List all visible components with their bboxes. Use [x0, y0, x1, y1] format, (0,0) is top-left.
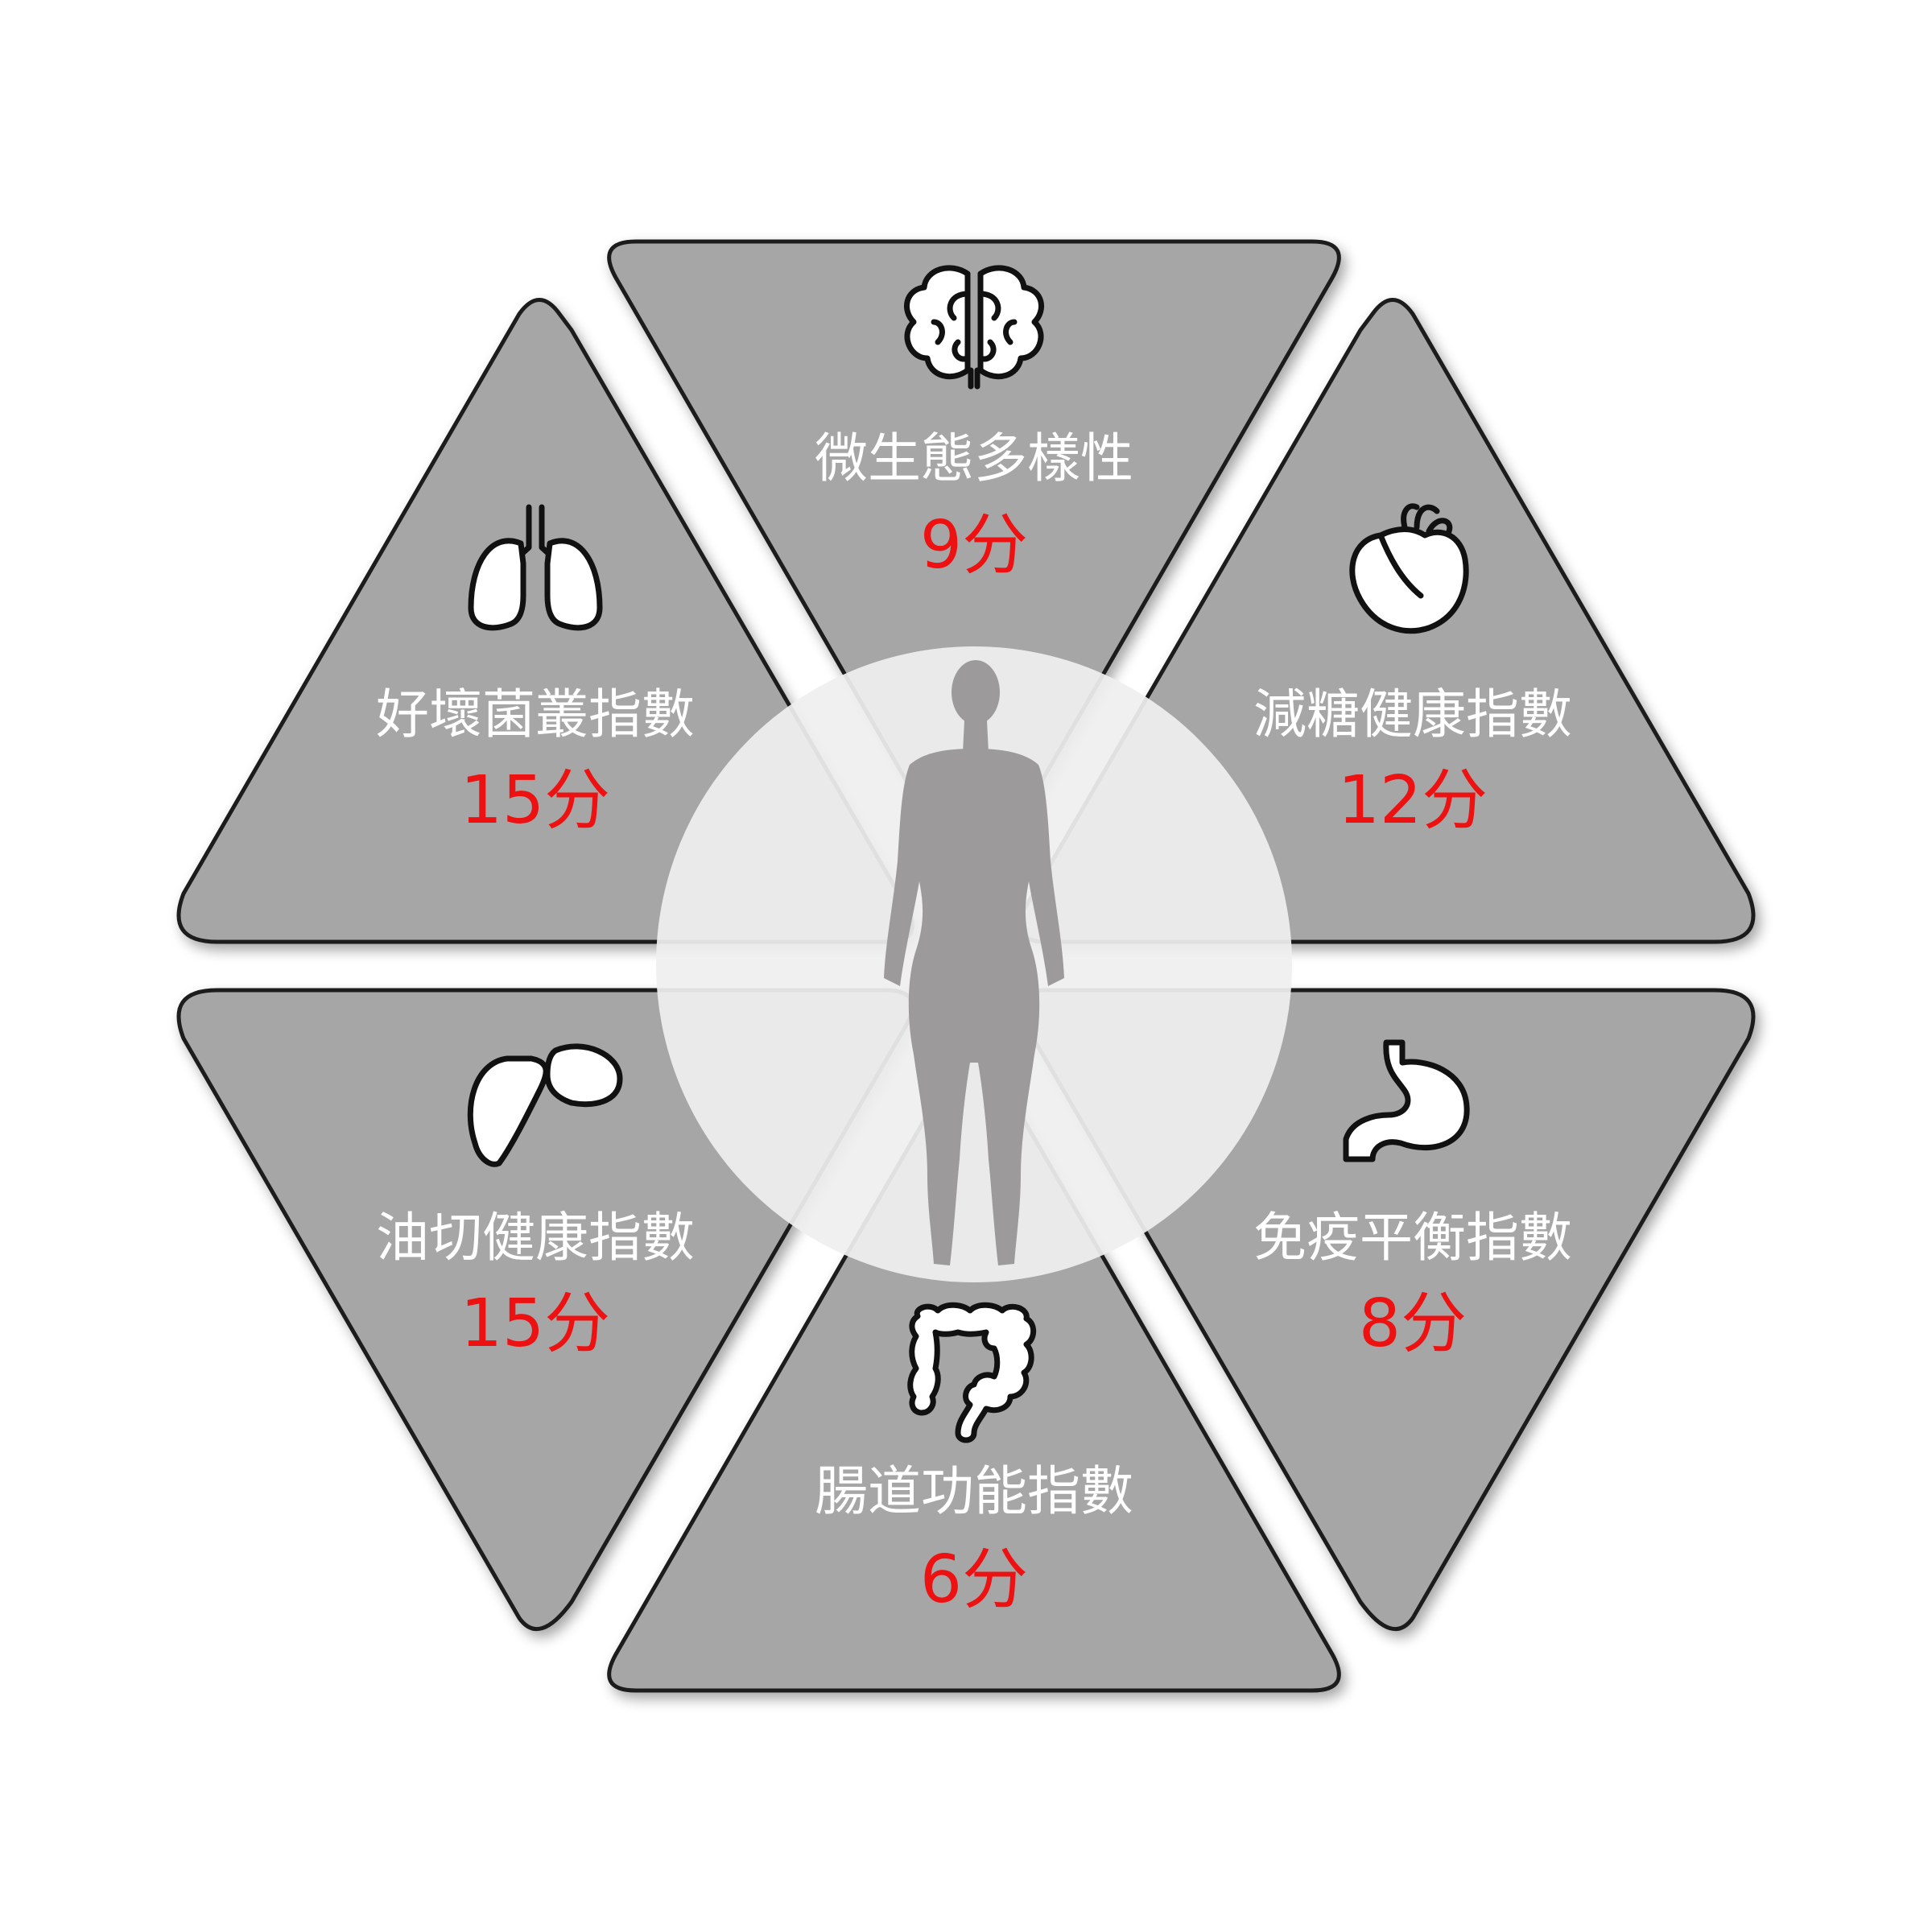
brain-icon [904, 265, 1044, 390]
segment-lower-right-label: 免疫平衡指數 [1253, 1207, 1572, 1269]
liver-icon [467, 1043, 623, 1167]
segment-upper-right-label: 減糖健康指數 [1253, 683, 1572, 745]
heart-icon [1349, 503, 1469, 634]
segment-lower-left-score: 15分 [460, 1286, 610, 1362]
center-hub [656, 646, 1292, 1282]
human-body-icon [884, 660, 1064, 1265]
segment-upper-left-label: 好壞菌叢指數 [376, 683, 695, 745]
segment-upper-right-score: 12分 [1338, 762, 1488, 839]
intestine-icon [907, 1302, 1037, 1443]
lungs-icon [468, 504, 603, 631]
stomach-icon [1343, 1039, 1470, 1162]
segment-top-label: 微生態多樣性 [815, 427, 1133, 489]
segment-top[interactable]: 微生態多樣性 9分 [607, 239, 1341, 873]
segment-bottom-score: 6分 [920, 1542, 1028, 1618]
segment-upper-left-score: 15分 [460, 762, 610, 839]
segment-top-score: 9分 [920, 507, 1028, 584]
segment-lower-right-score: 8分 [1359, 1286, 1467, 1362]
segment-bottom-label: 腸道功能指數 [815, 1460, 1133, 1522]
segment-lower-left-label: 油切健康指數 [376, 1207, 695, 1269]
segment-bottom[interactable]: 腸道功能指數 6分 [607, 1059, 1341, 1693]
